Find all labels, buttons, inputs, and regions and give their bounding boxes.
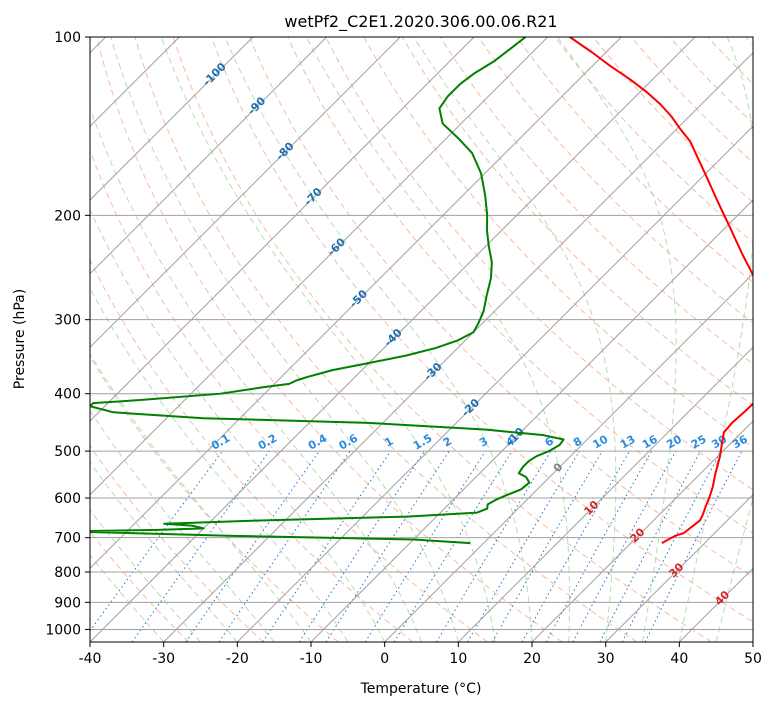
mixing-ratio-line (572, 450, 677, 642)
isotherm-line (384, 272, 753, 642)
dry-adiabat (325, 37, 753, 491)
moist-adiabat (90, 509, 201, 642)
y-axis-label: Pressure (hPa) (12, 289, 28, 389)
x-tick-label: -30 (152, 651, 175, 667)
moist-adiabat (90, 554, 165, 642)
mixing-ratio-line (599, 450, 701, 642)
dry-adiabat (287, 37, 753, 534)
moist-adiabat (715, 496, 753, 642)
dry-adiabat (90, 258, 414, 642)
moist-adiabat (90, 208, 386, 642)
dry-adiabat (516, 37, 753, 284)
mixing-ratio-line (364, 450, 486, 642)
mixing-ratio-line (298, 450, 425, 642)
dry-adiabat (249, 37, 753, 578)
y-tick-label: 600 (54, 491, 81, 507)
dewpoint-line (90, 37, 565, 545)
y-tick-label: 1000 (45, 622, 81, 638)
moist-adiabat (90, 287, 349, 642)
moist-adiabat (305, 37, 570, 642)
isotherm-line (605, 493, 753, 642)
y-tick-label: 300 (54, 313, 81, 329)
moist-adiabat (90, 409, 275, 642)
moist-adiabat (556, 37, 677, 642)
y-tick-label: 700 (54, 531, 81, 547)
background-lines (90, 37, 753, 642)
temperature-line (569, 37, 753, 545)
mixing-ratio-line (262, 450, 392, 642)
moist-adiabat (110, 37, 459, 642)
x-axis: -40 -30 -20 -10 0 10 20 30 40 50 (79, 642, 762, 667)
dry-adiabat (90, 445, 264, 642)
x-tick-label: -20 (226, 651, 249, 667)
y-tick-label: 500 (54, 444, 81, 460)
isotherm-line (90, 37, 328, 275)
x-tick-label: 0 (380, 651, 389, 667)
mixing-ratio-line (467, 450, 580, 642)
y-tick-label: 200 (54, 208, 81, 224)
moist-adiabat (160, 37, 496, 642)
isotherm-line (163, 51, 753, 642)
x-tick-label: 10 (449, 651, 467, 667)
y-axis: 1000 900 800 700 600 500 400 300 200 100 (45, 30, 90, 638)
y-tick-label: 900 (54, 595, 81, 611)
moist-adiabat (90, 106, 422, 642)
y-tick-label: 100 (54, 30, 81, 46)
isotherm-line (90, 37, 475, 422)
plot-frame (89, 36, 754, 643)
dry-adiabat (172, 37, 712, 642)
mixing-ratio-line (185, 450, 320, 642)
isotherm-line (90, 37, 401, 349)
mixing-ratio-line (325, 450, 450, 642)
moist-adiabat (224, 37, 533, 642)
profile-series (90, 37, 753, 545)
moist-adiabat (413, 37, 617, 642)
y-tick-label: 400 (54, 387, 81, 403)
x-tick-label: 50 (744, 651, 762, 667)
mixing-ratio-line (131, 450, 270, 642)
moist-adiabat (678, 37, 753, 642)
x-axis-label: Temperature (°C) (360, 681, 482, 697)
isotherm-line (90, 37, 696, 642)
mixing-ratio-line (218, 450, 351, 642)
grid-lines (90, 37, 753, 642)
y-tick-label: 800 (54, 565, 81, 581)
dry-adiabat (210, 37, 753, 623)
isotherm-line (90, 37, 622, 570)
chart-title: wetPf2_C2E1.2020.306.00.06.R21 (284, 12, 557, 32)
x-tick-label: 30 (597, 651, 615, 667)
moist-adiabat (90, 461, 238, 642)
dry-adiabat (96, 37, 563, 642)
mixing-ratio-line (435, 450, 552, 642)
isotherm-line (90, 37, 254, 201)
x-tick-label: -40 (79, 651, 102, 667)
isotherm-line (457, 346, 753, 642)
isotherm-line (90, 37, 549, 496)
isotherm-line (531, 420, 753, 642)
x-tick-label: 40 (670, 651, 688, 667)
x-tick-label: 20 (523, 651, 541, 667)
x-tick-label: -10 (300, 651, 323, 667)
isotherm-line (236, 125, 753, 642)
dry-adiabat (134, 37, 638, 642)
isotherm-line (310, 199, 753, 642)
